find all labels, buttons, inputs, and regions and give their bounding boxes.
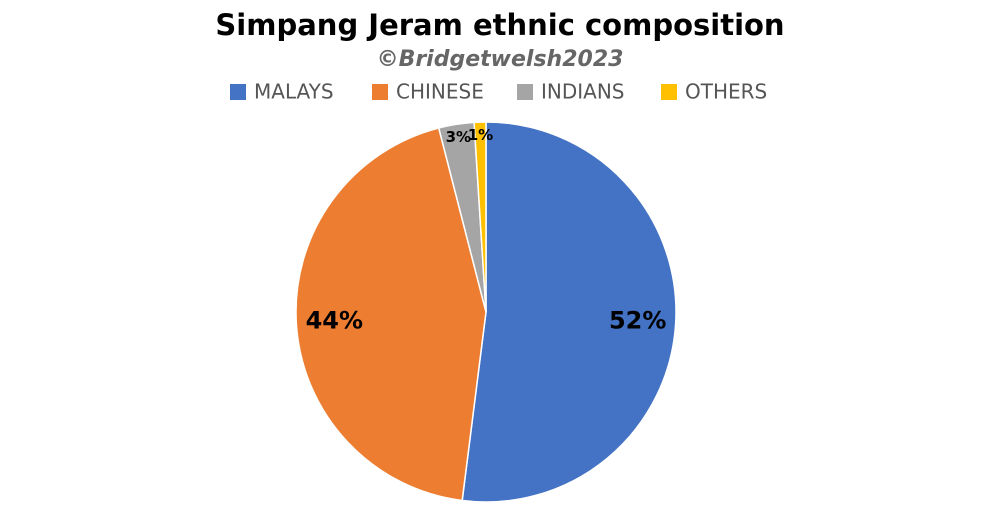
legend-swatch	[517, 84, 533, 100]
pie-slice	[295, 127, 487, 502]
legend-label: MALAYS	[254, 80, 334, 104]
chart-subtitle: ©Bridgetwelsh2023	[377, 47, 624, 72]
legend-label: CHINESE	[396, 80, 484, 104]
legend-label: OTHERS	[685, 80, 767, 104]
legend-swatch	[372, 84, 388, 100]
data-label: 1%	[468, 126, 493, 144]
data-label: 52%	[609, 307, 666, 335]
legend-swatch	[661, 84, 677, 100]
legend-swatch	[230, 84, 246, 100]
data-label: 3%	[446, 128, 471, 146]
pie-slice	[461, 121, 677, 503]
legend-label: INDIANS	[541, 80, 625, 104]
chart-title: Simpang Jeram ethnic composition	[215, 8, 784, 42]
pie-slice	[473, 121, 487, 313]
data-label: 44%	[306, 307, 363, 335]
